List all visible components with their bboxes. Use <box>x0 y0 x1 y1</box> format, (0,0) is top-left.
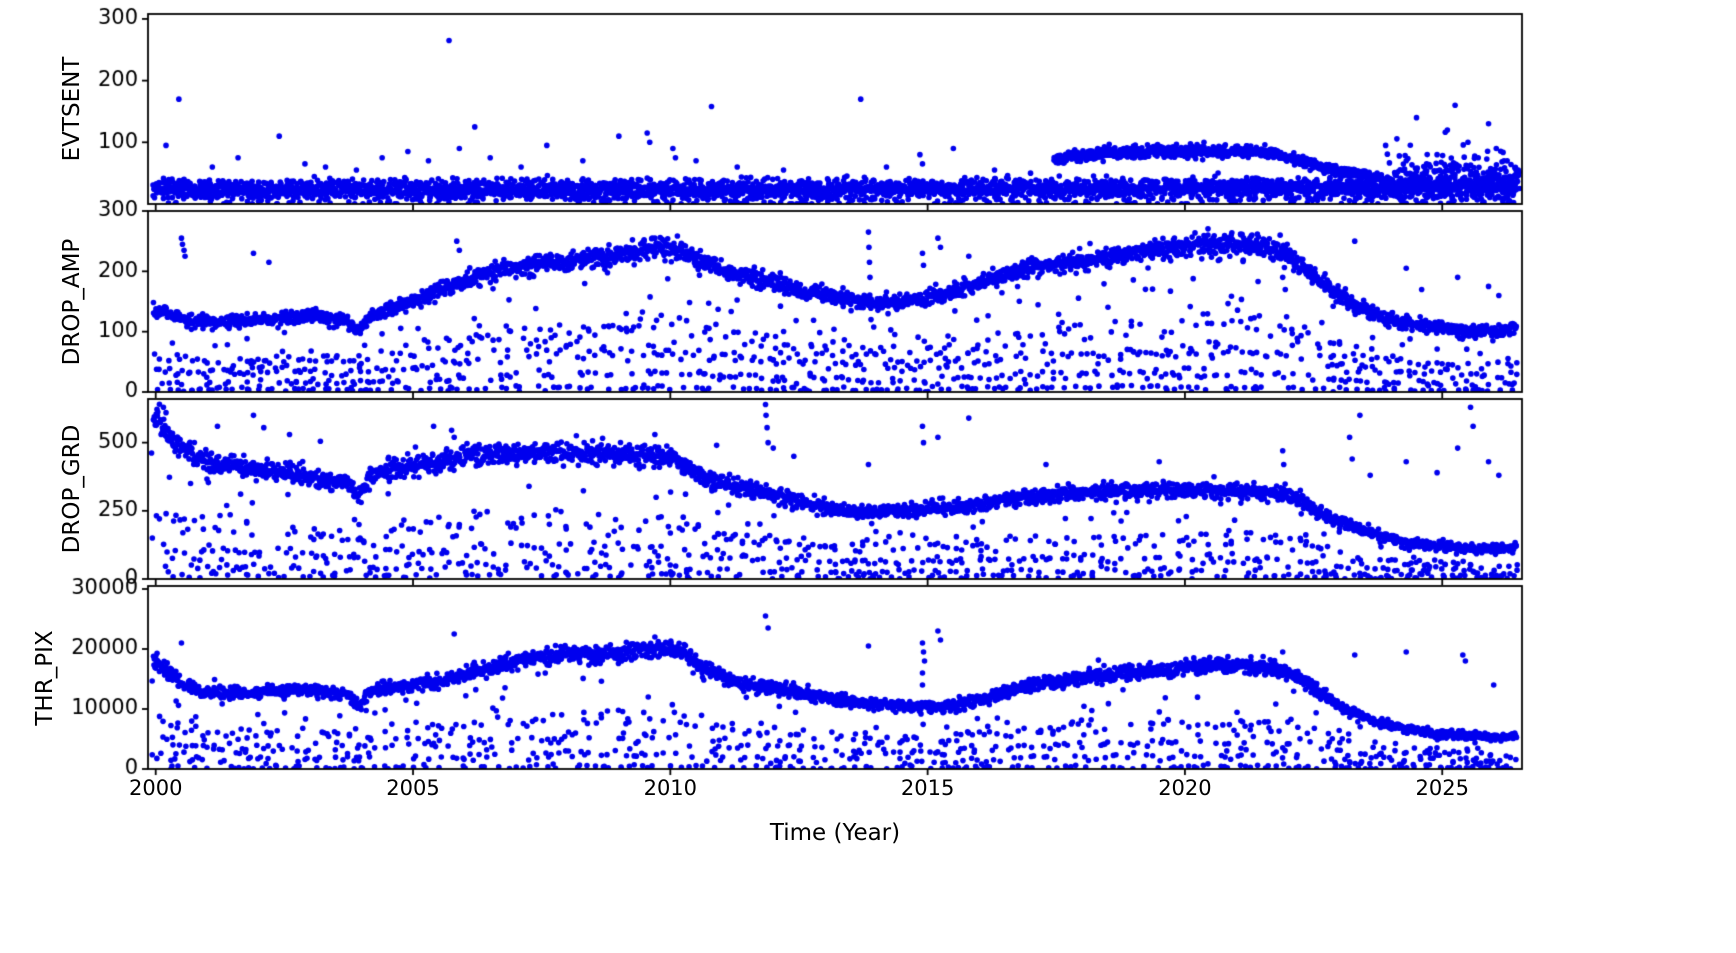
x-axis-label: Time (Year) <box>769 820 901 846</box>
y-axis-label-drop-grd: DROP_GRD <box>58 424 85 554</box>
x-tick-label: 2000 <box>128 776 183 800</box>
x-tick-label: 2010 <box>643 776 698 800</box>
y-axis-label-drop-amp: DROP_AMP <box>58 238 85 365</box>
x-tick-label: 2020 <box>1158 776 1212 800</box>
y-axis-label-evtsent: EVTSENT <box>58 56 85 162</box>
x-tick-label: 2005 <box>386 776 440 800</box>
x-tick-label: 2025 <box>1415 776 1469 800</box>
y-axis-label-thr-pix: THR_PIX <box>32 629 59 726</box>
x-tick-label: 2015 <box>900 776 955 800</box>
